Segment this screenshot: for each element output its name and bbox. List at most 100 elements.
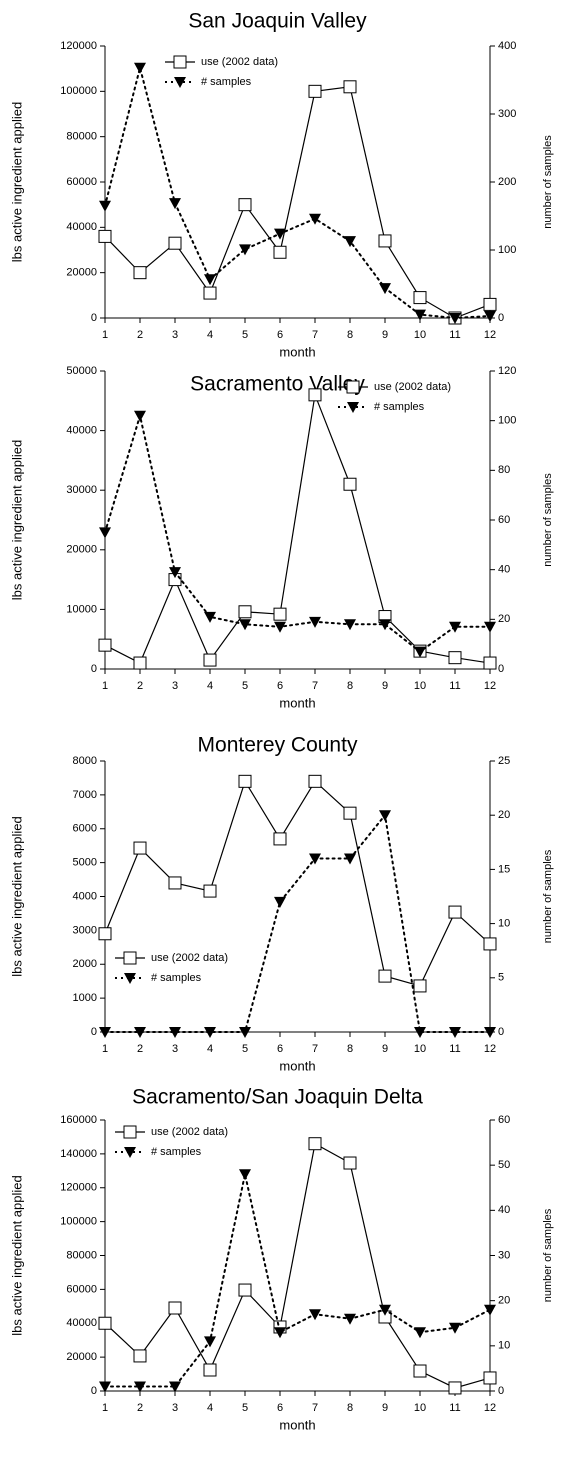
x-tick-label: 1	[102, 1402, 108, 1414]
y2-tick-label: 0	[498, 1026, 504, 1038]
marker-triangle	[99, 200, 111, 212]
y2-tick-label: 60	[498, 1114, 510, 1126]
chart-title: San Joaquin Valley	[188, 10, 367, 33]
marker-triangle	[449, 621, 461, 633]
x-tick-label: 3	[172, 680, 178, 692]
x-tick-label: 7	[312, 1402, 318, 1414]
marker-triangle	[379, 1304, 391, 1316]
marker-square	[98, 1316, 112, 1330]
x-tick-label: 1	[102, 1043, 108, 1055]
marker-triangle	[239, 619, 251, 631]
y-tick-label: 60000	[66, 1283, 97, 1295]
x-tick-label: 12	[484, 329, 496, 341]
x-tick-label: 10	[414, 329, 426, 341]
y-tick-label: 120000	[60, 40, 97, 52]
marker-square	[133, 841, 147, 855]
series-line	[104, 86, 491, 319]
x-tick-label: 7	[312, 1043, 318, 1055]
marker-triangle	[344, 236, 356, 248]
marker-triangle	[344, 853, 356, 865]
marker-triangle	[169, 1027, 181, 1038]
series-line	[104, 812, 491, 1033]
legend-marker	[173, 55, 187, 69]
marker-triangle	[274, 621, 286, 633]
legend-label: use (2002 data)	[151, 1126, 228, 1138]
y-tick-label: 40000	[66, 221, 97, 233]
legend-label: # samples	[151, 972, 202, 984]
y2-tick-label: 100	[498, 244, 516, 256]
marker-triangle	[344, 1313, 356, 1325]
x-tick-label: 12	[484, 1043, 496, 1055]
marker-triangle	[239, 1169, 251, 1181]
y2-tick-label: 0	[498, 663, 504, 675]
series-line	[104, 1173, 491, 1388]
x-axis-label: month	[279, 1417, 315, 1432]
series-line	[104, 411, 491, 653]
chart: Sacramento Valley01000020000300004000050…	[9, 365, 553, 711]
y-tick-label: 0	[91, 1026, 97, 1038]
y2-tick-label: 0	[498, 1385, 504, 1397]
x-axis-label: month	[279, 1058, 315, 1073]
x-tick-label: 5	[242, 329, 248, 341]
y-tick-label: 6000	[73, 823, 97, 835]
y-tick-label: 20000	[66, 1351, 97, 1363]
y-axis-label: lbs active ingredient applied	[9, 816, 24, 976]
x-tick-label: 4	[207, 1402, 213, 1414]
y-axis-label: lbs active ingredient applied	[9, 440, 24, 600]
marker-square	[168, 236, 182, 250]
marker-triangle	[274, 1327, 286, 1339]
marker-square	[273, 832, 287, 846]
y2-tick-label: 30	[498, 1249, 510, 1261]
marker-square	[483, 937, 497, 951]
marker-square	[413, 291, 427, 305]
marker-square	[483, 297, 497, 311]
marker-square	[308, 774, 322, 788]
marker-triangle	[484, 621, 496, 633]
marker-square	[133, 266, 147, 280]
y2-tick-label: 20	[498, 1295, 510, 1307]
marker-square	[133, 1349, 147, 1363]
chart: San Joaquin Valley 0 20000 40000 60000 80000 1…	[9, 10, 553, 360]
y-axis-label: lbs active ingredient applied	[9, 1175, 24, 1335]
x-tick-label: 1	[102, 329, 108, 341]
y-tick-label: 160000	[60, 1114, 97, 1126]
y2-axis-label: number of samples	[542, 473, 554, 567]
y2-tick-label: 100	[498, 415, 516, 427]
chart: Sacramento/San Joaquin Delta 0 20000 40000 6…	[9, 1086, 553, 1433]
legend-marker	[123, 951, 137, 965]
marker-triangle	[414, 1327, 426, 1339]
x-tick-label: 11	[449, 680, 460, 692]
marker-triangle	[99, 1027, 111, 1038]
marker-square	[203, 884, 217, 898]
marker-square	[448, 651, 462, 665]
marker-triangle	[239, 244, 251, 256]
y2-tick-label: 15	[498, 863, 510, 875]
marker-square	[308, 84, 322, 98]
y-tick-label: 140000	[60, 1148, 97, 1160]
marker-triangle	[344, 619, 356, 631]
y2-tick-label: 10	[498, 1340, 510, 1352]
marker-square	[448, 1381, 462, 1395]
x-tick-label: 2	[137, 1402, 143, 1414]
y2-tick-label: 80	[498, 464, 510, 476]
y-axis-label: lbs active ingredient applied	[9, 102, 24, 262]
y-tick-label: 30000	[66, 484, 97, 496]
marker-square	[98, 229, 112, 243]
marker-square	[203, 286, 217, 300]
chart-title: Sacramento/San Joaquin Delta	[132, 1086, 423, 1109]
y2-tick-label: 25	[498, 755, 510, 767]
marker-square	[98, 638, 112, 652]
x-tick-label: 10	[414, 1402, 426, 1414]
marker-triangle	[99, 1381, 111, 1393]
y-tick-label: 8000	[73, 755, 97, 767]
y-tick-label: 20000	[66, 544, 97, 556]
y-tick-label: 80000	[66, 1249, 97, 1261]
y-tick-label: 80000	[66, 131, 97, 143]
legend-marker	[124, 973, 136, 984]
x-tick-label: 1	[102, 680, 108, 692]
x-tick-label: 12	[484, 680, 496, 692]
y-tick-label: 5000	[73, 857, 97, 869]
marker-triangle	[379, 283, 391, 295]
marker-triangle	[414, 309, 426, 321]
